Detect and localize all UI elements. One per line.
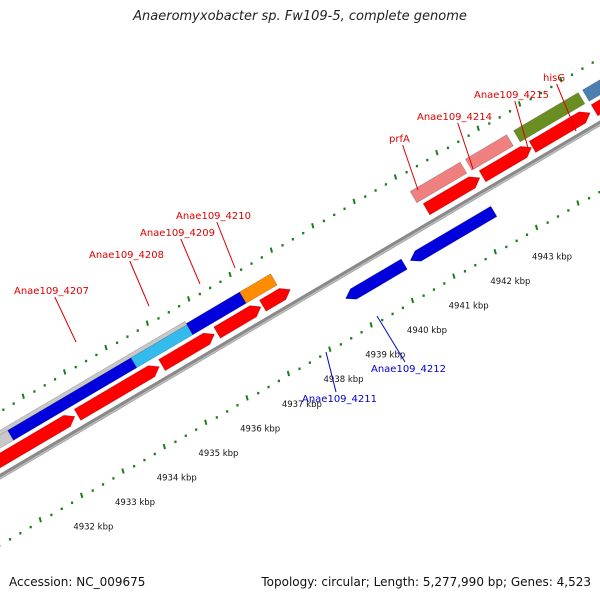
gene-leader-line bbox=[54, 296, 77, 343]
upper-scale-tick bbox=[517, 101, 522, 107]
gene-label[interactable]: Anae109_4209 bbox=[140, 228, 215, 239]
genome-summary-text: Topology: circular; Length: 5,277,990 bp… bbox=[261, 575, 591, 589]
gene-leader-line bbox=[376, 315, 406, 363]
gene-label[interactable]: Anae109_4215 bbox=[474, 90, 549, 101]
lower-scale-tick bbox=[576, 200, 580, 206]
lower-scale-tick bbox=[452, 273, 456, 279]
gene-leader-line bbox=[457, 122, 474, 170]
upper-scale-tick bbox=[269, 247, 274, 253]
scale-label: 4934 kbp bbox=[157, 473, 197, 483]
cds-arrow bbox=[590, 99, 600, 117]
gene-leader-line bbox=[180, 238, 201, 285]
feature-bar bbox=[513, 92, 586, 143]
cds-arrow bbox=[528, 111, 591, 153]
upper-scale-tick bbox=[476, 125, 480, 132]
backbone-highlight bbox=[0, 123, 600, 480]
upper-scale-tick bbox=[352, 198, 356, 205]
cds-arrow bbox=[213, 305, 262, 339]
cds-arrow bbox=[422, 176, 481, 216]
backbone-line bbox=[0, 120, 600, 480]
gene-leader-line bbox=[325, 351, 337, 393]
gene-label[interactable]: hisG bbox=[543, 73, 565, 84]
feature-bar bbox=[239, 273, 278, 304]
upper-scale-tick bbox=[228, 271, 232, 278]
upper-scale-tick bbox=[435, 149, 439, 156]
accession-text: Accession: NC_009675 bbox=[9, 575, 146, 589]
feature-bar bbox=[409, 161, 468, 204]
lower-scale-tick bbox=[121, 468, 125, 474]
scale-label: 4942 kbp bbox=[490, 277, 530, 287]
scale-label: 4941 kbp bbox=[449, 302, 489, 312]
gene-label[interactable]: prfA bbox=[389, 134, 410, 145]
upper-scale-tick bbox=[393, 174, 398, 180]
cds-arrow bbox=[0, 415, 76, 469]
gene-leader-line bbox=[402, 144, 419, 191]
upper-scale-tick bbox=[104, 344, 108, 351]
feature-bar bbox=[582, 79, 600, 102]
lower-scale-tick bbox=[493, 248, 497, 255]
scale-label: 4939 kbp bbox=[365, 351, 405, 361]
scale-label: 4936 kbp bbox=[240, 424, 280, 434]
lower-scale-tick bbox=[369, 322, 373, 328]
scale-label: 4938 kbp bbox=[324, 375, 364, 385]
upper-scale-tick bbox=[21, 393, 25, 400]
lower-scale-tick bbox=[38, 516, 42, 523]
cds-arrow bbox=[259, 288, 291, 312]
scale-label: 4940 kbp bbox=[407, 326, 447, 336]
reverse-cds-arrow bbox=[409, 205, 498, 262]
gene-label[interactable]: Anae109_4207 bbox=[14, 286, 89, 297]
gene-leader-line bbox=[514, 100, 529, 149]
upper-scale-tick bbox=[145, 320, 149, 326]
lower-scale-tick bbox=[410, 297, 415, 304]
gene-leader-line bbox=[129, 260, 150, 307]
upper-scale-tick bbox=[187, 296, 191, 302]
lower-scale-tick bbox=[204, 419, 208, 426]
scale-label: 4933 kbp bbox=[115, 498, 155, 508]
cds-arrow bbox=[158, 332, 215, 372]
lower-scale-tick bbox=[80, 492, 84, 499]
lower-scale-tick bbox=[328, 346, 332, 352]
gene-leader-line bbox=[556, 83, 577, 132]
feature-bar bbox=[0, 320, 188, 436]
scale-label: 4935 kbp bbox=[198, 449, 238, 459]
upper-scale-tick bbox=[311, 222, 315, 229]
lower-scale-tick bbox=[534, 224, 539, 231]
gene-label[interactable]: Anae109_4210 bbox=[176, 211, 251, 222]
gene-leader-line bbox=[216, 221, 236, 269]
map-title: Anaeromyxobacter sp. Fw109-5, complete g… bbox=[133, 9, 467, 24]
gene-label[interactable]: Anae109_4214 bbox=[417, 112, 492, 123]
feature-bar bbox=[464, 134, 514, 171]
reverse-cds-arrow bbox=[345, 258, 408, 300]
gene-label[interactable]: Anae109_4212 bbox=[371, 364, 446, 375]
lower-scale-tick bbox=[245, 395, 249, 401]
lower-scale-tick bbox=[162, 443, 166, 450]
scale-label: 4932 kbp bbox=[73, 523, 113, 533]
scale-label: 4937 kbp bbox=[282, 400, 322, 410]
cds-arrow bbox=[478, 146, 533, 183]
scale-label: 4943 kbp bbox=[532, 252, 572, 262]
gene-label[interactable]: Anae109_4211 bbox=[302, 394, 377, 405]
upper-scale-tick bbox=[62, 369, 67, 375]
upper-scale-tick bbox=[559, 76, 563, 83]
gene-label[interactable]: Anae109_4208 bbox=[89, 250, 164, 261]
cds-arrow bbox=[73, 365, 160, 421]
lower-scale-tick bbox=[286, 370, 291, 377]
